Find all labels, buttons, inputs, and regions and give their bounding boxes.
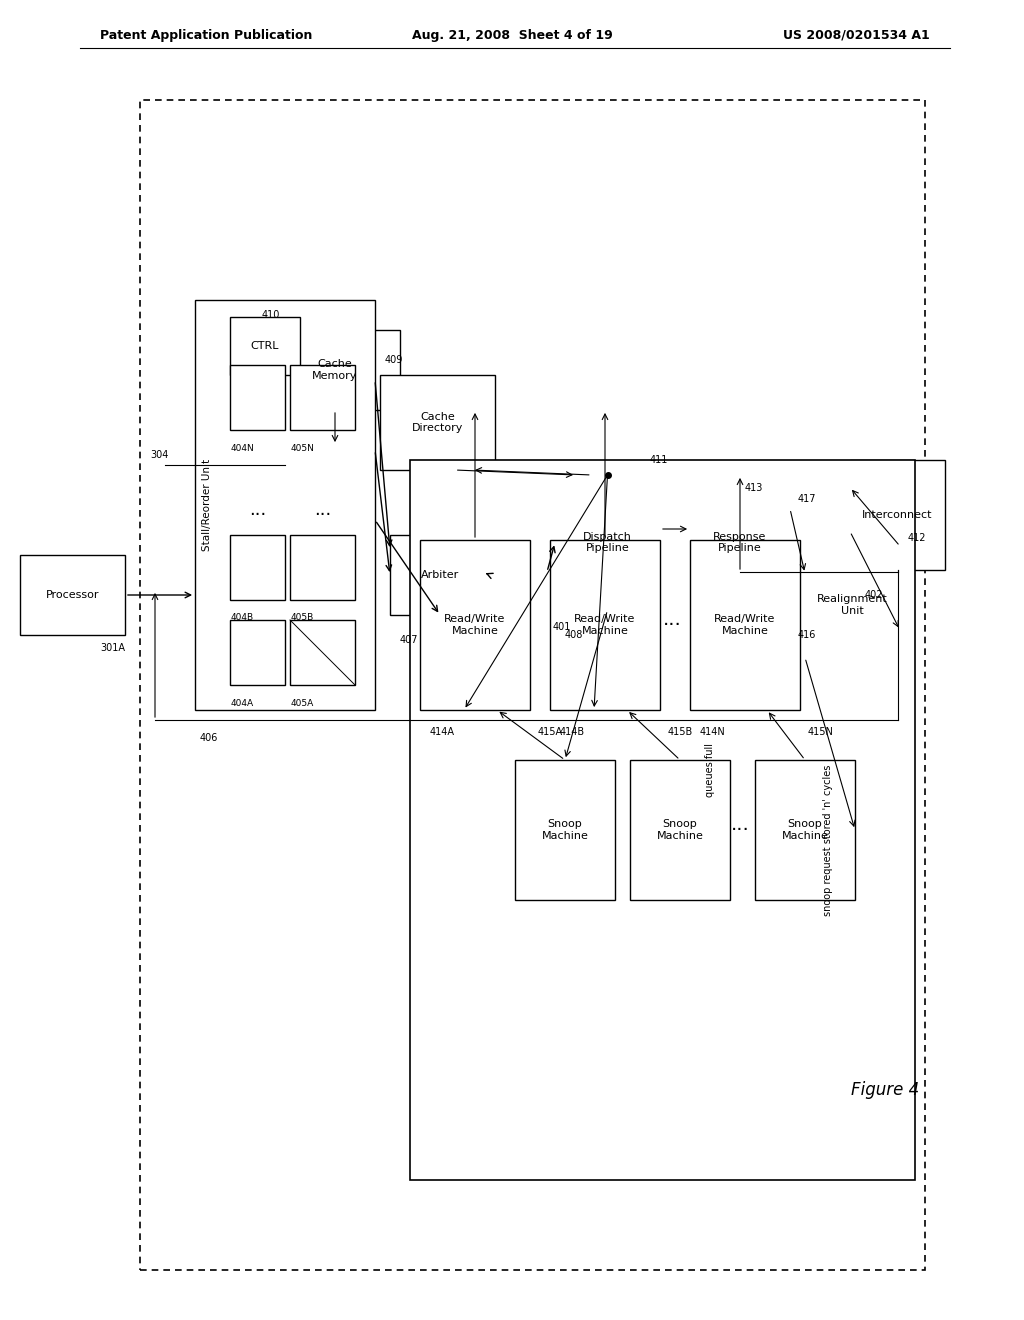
Text: 412: 412 xyxy=(908,533,927,543)
Bar xyxy=(410,459,915,1180)
Bar xyxy=(230,620,285,685)
Bar xyxy=(805,500,900,710)
Bar xyxy=(630,760,730,900)
Text: snoop request stored 'n' cycles: snoop request stored 'n' cycles xyxy=(823,764,833,916)
Text: 402: 402 xyxy=(865,590,884,601)
Bar xyxy=(817,513,874,554)
Text: Read/Write
Machine: Read/Write Machine xyxy=(715,614,776,636)
Text: 413: 413 xyxy=(745,483,763,492)
Bar xyxy=(390,535,490,615)
Text: 407: 407 xyxy=(400,635,419,645)
Text: US 2008/0201534 A1: US 2008/0201534 A1 xyxy=(783,29,930,41)
Text: Processor: Processor xyxy=(46,590,99,601)
Text: Patent Application Publication: Patent Application Publication xyxy=(100,29,312,41)
Text: 408: 408 xyxy=(565,630,584,640)
Bar xyxy=(230,317,300,375)
Bar xyxy=(555,475,660,610)
Text: 415N: 415N xyxy=(808,727,834,737)
Text: 401: 401 xyxy=(553,622,571,632)
Text: 415B: 415B xyxy=(668,727,693,737)
Text: 404B: 404B xyxy=(231,614,254,623)
Bar xyxy=(230,366,285,430)
Bar xyxy=(550,540,660,710)
Bar xyxy=(20,554,125,635)
Text: 405B: 405B xyxy=(291,614,314,623)
Text: 404N: 404N xyxy=(231,444,255,453)
Text: Arbiter: Arbiter xyxy=(421,570,459,579)
Text: 301A: 301A xyxy=(100,643,125,653)
Bar xyxy=(195,300,375,710)
Text: 417: 417 xyxy=(798,494,816,504)
Text: 414N: 414N xyxy=(700,727,726,737)
Text: Snoop
Machine: Snoop Machine xyxy=(542,820,589,841)
Bar xyxy=(290,535,355,601)
Text: ...: ... xyxy=(250,502,266,519)
Bar xyxy=(755,760,855,900)
Text: Response
Pipeline: Response Pipeline xyxy=(714,532,767,553)
Text: ...: ... xyxy=(731,814,750,834)
Text: Figure 4: Figure 4 xyxy=(851,1081,920,1100)
Bar xyxy=(140,100,925,1270)
Text: queues full: queues full xyxy=(705,743,715,797)
Bar xyxy=(270,330,400,411)
Text: 304: 304 xyxy=(150,450,168,459)
Text: Read/Write
Machine: Read/Write Machine xyxy=(574,614,636,636)
Text: 415A: 415A xyxy=(538,727,563,737)
Text: 414B: 414B xyxy=(560,727,585,737)
Text: 416: 416 xyxy=(798,630,816,640)
Text: Realignment
Unit: Realignment Unit xyxy=(817,594,888,616)
Bar xyxy=(230,535,285,601)
Bar xyxy=(420,540,530,710)
Bar xyxy=(290,620,355,685)
Text: 414A: 414A xyxy=(430,727,455,737)
Bar xyxy=(290,366,355,430)
Text: 405A: 405A xyxy=(291,698,314,708)
Text: 405N: 405N xyxy=(291,444,314,453)
Text: Cache
Directory: Cache Directory xyxy=(412,412,463,433)
Text: Dispatch
Pipeline: Dispatch Pipeline xyxy=(583,532,632,553)
Text: 406: 406 xyxy=(200,733,218,743)
Text: Read/Write
Machine: Read/Write Machine xyxy=(444,614,506,636)
Text: ...: ... xyxy=(663,610,681,630)
Bar xyxy=(690,475,790,610)
Bar xyxy=(515,760,615,900)
Text: CTRL: CTRL xyxy=(251,341,280,351)
Text: 411: 411 xyxy=(650,455,669,465)
Bar xyxy=(850,459,945,570)
Text: Cache
Memory: Cache Memory xyxy=(312,359,357,380)
Text: 409: 409 xyxy=(385,355,403,366)
Text: 410: 410 xyxy=(262,310,281,319)
Bar xyxy=(380,375,495,470)
Text: 404A: 404A xyxy=(231,698,254,708)
Text: ...: ... xyxy=(314,502,332,519)
Text: Interconnect: Interconnect xyxy=(862,510,933,520)
Text: Snoop
Machine: Snoop Machine xyxy=(781,820,828,841)
Bar xyxy=(690,540,800,710)
Text: Aug. 21, 2008  Sheet 4 of 19: Aug. 21, 2008 Sheet 4 of 19 xyxy=(412,29,612,41)
Text: Stall/Reorder Unit: Stall/Reorder Unit xyxy=(202,459,212,550)
Text: Snoop
Machine: Snoop Machine xyxy=(656,820,703,841)
